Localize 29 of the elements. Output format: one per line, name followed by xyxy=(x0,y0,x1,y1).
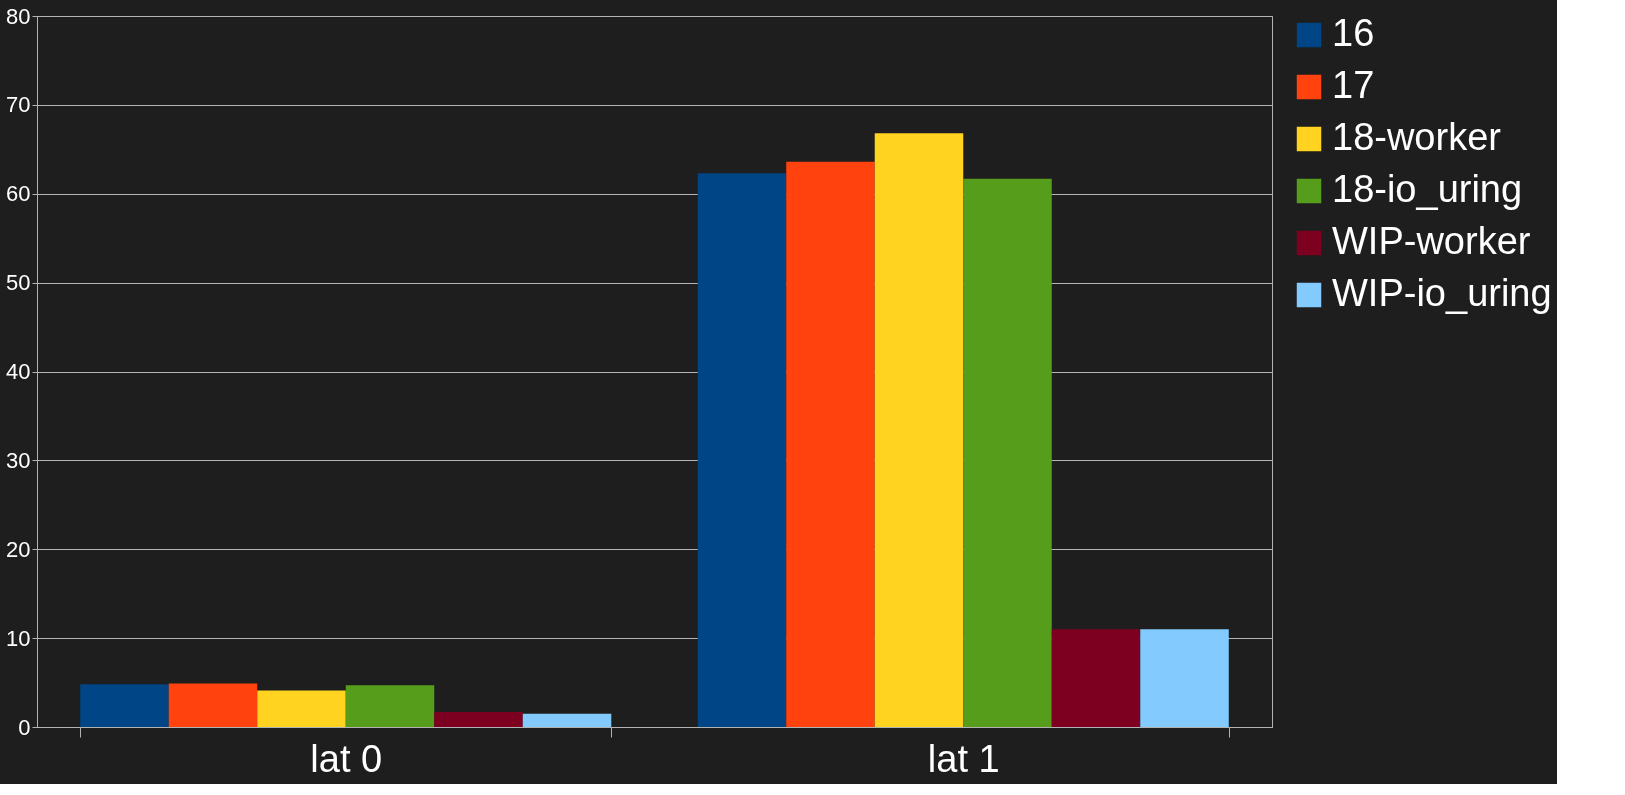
bar xyxy=(345,685,435,727)
bar xyxy=(874,133,964,727)
y-tick-label: 30 xyxy=(6,447,31,473)
legend-label: 18-worker xyxy=(1332,116,1502,158)
bar xyxy=(786,161,875,727)
y-tick-label: 70 xyxy=(6,92,31,118)
y-tick-label: 80 xyxy=(6,3,31,29)
bar xyxy=(80,684,169,727)
y-tick-label: 0 xyxy=(18,714,31,740)
bar xyxy=(257,690,346,727)
x-tick-label: lat 1 xyxy=(927,737,1000,780)
legend-label: WIP-io_uring xyxy=(1332,272,1552,314)
legend-label: 16 xyxy=(1332,12,1375,54)
bar xyxy=(522,713,612,727)
legend-label: WIP-worker xyxy=(1332,220,1531,262)
y-tick-label: 20 xyxy=(6,536,31,562)
bar xyxy=(963,178,1052,727)
legend-label: 18-io_uring xyxy=(1332,168,1523,210)
x-tick-label: lat 0 xyxy=(310,737,383,780)
bar xyxy=(1051,629,1141,727)
bar xyxy=(168,683,258,727)
y-tick-label: 60 xyxy=(6,181,31,207)
y-tick-label: 10 xyxy=(6,625,31,651)
y-tick-label: 40 xyxy=(6,359,31,384)
bar xyxy=(1140,629,1229,727)
legend-label: 17 xyxy=(1332,64,1375,106)
bar xyxy=(434,711,523,727)
y-tick-label: 50 xyxy=(6,270,31,296)
bar xyxy=(697,173,787,727)
